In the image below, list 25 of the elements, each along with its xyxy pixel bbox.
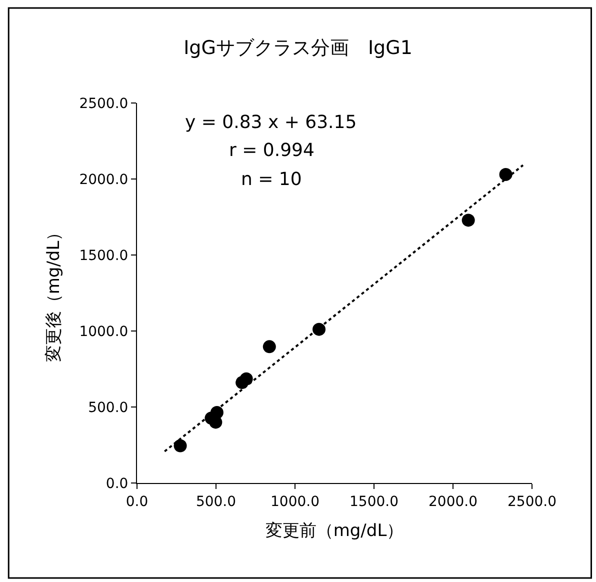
annotation: y = 0.83 x + 63.15 — [185, 112, 357, 133]
y-tick-label: 2000.0 — [79, 172, 128, 188]
x-tick-label: 500.0 — [196, 494, 236, 510]
point — [312, 322, 326, 336]
annotation: r = 0.994 — [229, 140, 314, 161]
point — [262, 340, 276, 354]
y-tick-label: 2500.0 — [79, 96, 128, 112]
x-tick-label: 1500.0 — [350, 494, 398, 510]
annotation: n = 10 — [241, 169, 302, 190]
x-tick-label: 2500.0 — [508, 494, 556, 510]
point — [499, 168, 512, 181]
x-tick-label: 2000.0 — [428, 494, 478, 510]
x-tick-label: 0.0 — [126, 494, 148, 510]
x-axis-title: 変更前（mg/dL） — [265, 521, 404, 542]
x-tick-label: 1000.0 — [270, 494, 320, 510]
y-tick-label: 1500.0 — [79, 248, 128, 264]
point — [240, 372, 253, 386]
point — [174, 439, 187, 452]
y-tick-label: 1000.0 — [79, 324, 128, 340]
y-tick-label: 0.0 — [106, 476, 128, 492]
chart-title: IgGサブクラス分画 IgG1 — [184, 37, 412, 60]
y-tick-label: 500.0 — [88, 400, 128, 416]
point — [462, 214, 475, 227]
y-axis-title: 変更後（mg/dL） — [44, 224, 64, 362]
point — [210, 406, 224, 419]
